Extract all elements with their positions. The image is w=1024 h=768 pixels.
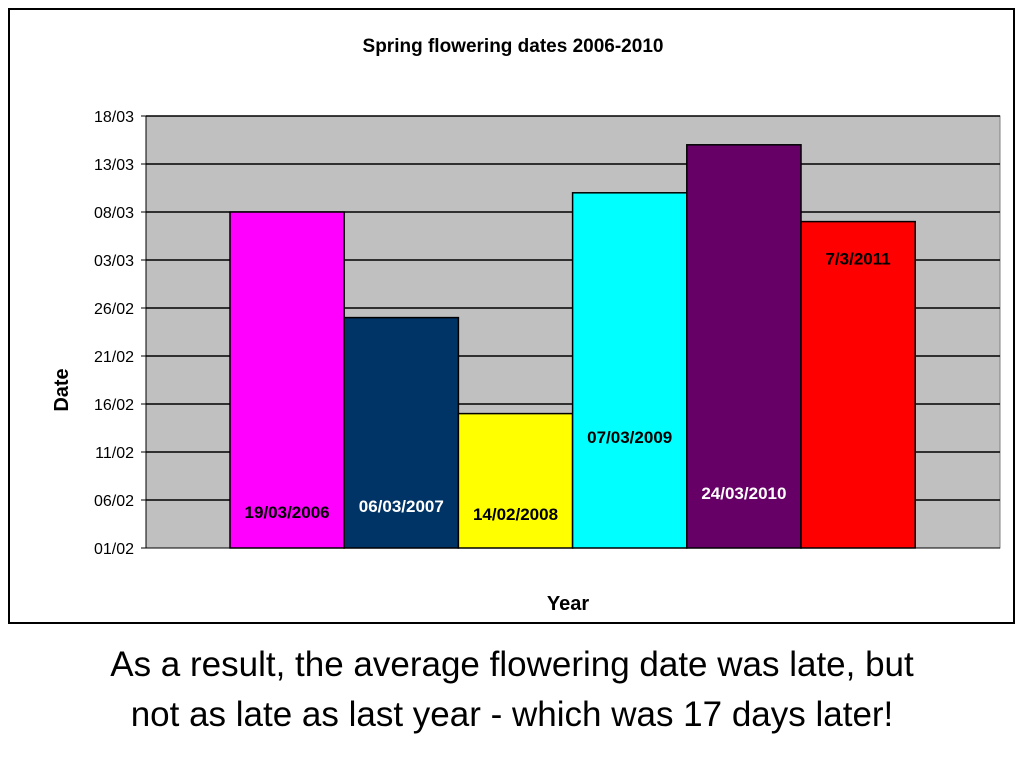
bar bbox=[229, 211, 345, 549]
bar-chart: 01/02 06/02 11/02 16/02 21/02 26/02 03/03 08/03… bbox=[51, 36, 1001, 615]
bar bbox=[800, 220, 916, 549]
y-tick-label: 01/02 bbox=[94, 541, 134, 558]
chart-title: Spring flowering dates 2006-2010 bbox=[363, 36, 664, 57]
y-tick-label: 13/03 bbox=[94, 157, 134, 174]
bar bbox=[686, 144, 802, 549]
data-label: 24/03/2010 bbox=[701, 484, 786, 503]
y-tick-label: 16/02 bbox=[94, 397, 134, 414]
data-label: 19/03/2006 bbox=[245, 503, 330, 522]
data-label: 06/03/2007 bbox=[359, 497, 444, 516]
data-label: 14/02/2008 bbox=[473, 505, 558, 524]
y-tick-label: 06/02 bbox=[94, 493, 134, 510]
caption-line-1: As a result, the average flowering date … bbox=[110, 645, 914, 684]
y-tick-label: 21/02 bbox=[94, 349, 134, 366]
data-label: 07/03/2009 bbox=[587, 428, 672, 447]
y-tick-label: 03/03 bbox=[94, 253, 134, 270]
y-tick-label: 08/03 bbox=[94, 205, 134, 222]
caption: As a result, the average flowering date … bbox=[0, 640, 1024, 740]
caption-line-2: not as late as last year - which was 17 … bbox=[130, 695, 894, 734]
bar bbox=[571, 192, 688, 549]
data-label: 7/3/2011 bbox=[825, 250, 890, 269]
y-axis-label: Date bbox=[51, 368, 73, 411]
y-tick-label: 26/02 bbox=[94, 301, 134, 318]
y-tick-label: 11/02 bbox=[95, 445, 134, 462]
x-axis-label: Year bbox=[547, 593, 589, 615]
y-tick-label: 18/03 bbox=[94, 109, 134, 126]
chart-frame: 01/02 06/02 11/02 16/02 21/02 26/02 03/03 08/03… bbox=[8, 8, 1015, 624]
bar bbox=[457, 412, 574, 549]
